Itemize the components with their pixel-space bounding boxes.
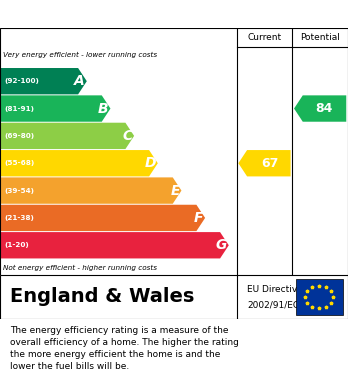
Text: C: C: [122, 129, 132, 143]
Text: (69-80): (69-80): [4, 133, 34, 139]
Polygon shape: [238, 150, 291, 176]
Text: Not energy efficient - higher running costs: Not energy efficient - higher running co…: [3, 265, 158, 271]
Text: Current: Current: [247, 33, 282, 42]
Polygon shape: [0, 178, 181, 204]
Polygon shape: [0, 68, 87, 94]
Text: (55-68): (55-68): [4, 160, 34, 166]
Text: EU Directive: EU Directive: [247, 285, 303, 294]
Polygon shape: [0, 95, 110, 122]
Text: Very energy efficient - lower running costs: Very energy efficient - lower running co…: [3, 52, 158, 57]
Polygon shape: [0, 205, 205, 231]
Text: A: A: [74, 74, 85, 88]
Text: (39-54): (39-54): [4, 188, 34, 194]
Text: D: D: [144, 156, 156, 170]
Polygon shape: [0, 123, 134, 149]
Text: 84: 84: [315, 102, 332, 115]
Text: Energy Efficiency Rating: Energy Efficiency Rating: [60, 5, 288, 23]
Text: England & Wales: England & Wales: [10, 287, 195, 307]
Text: The energy efficiency rating is a measure of the
overall efficiency of a home. T: The energy efficiency rating is a measur…: [10, 326, 239, 371]
Text: B: B: [98, 102, 109, 115]
Text: (92-100): (92-100): [4, 78, 39, 84]
Polygon shape: [0, 232, 229, 258]
Text: Potential: Potential: [300, 33, 340, 42]
Text: (81-91): (81-91): [4, 106, 34, 111]
Text: 2002/91/EC: 2002/91/EC: [247, 300, 299, 309]
Text: F: F: [194, 211, 203, 225]
Text: G: G: [216, 238, 227, 252]
Polygon shape: [294, 95, 346, 122]
Text: E: E: [170, 184, 180, 197]
Bar: [296, 278, 343, 316]
Polygon shape: [0, 150, 158, 176]
Text: 67: 67: [261, 157, 278, 170]
Text: (21-38): (21-38): [4, 215, 34, 221]
Text: (1-20): (1-20): [4, 242, 29, 248]
